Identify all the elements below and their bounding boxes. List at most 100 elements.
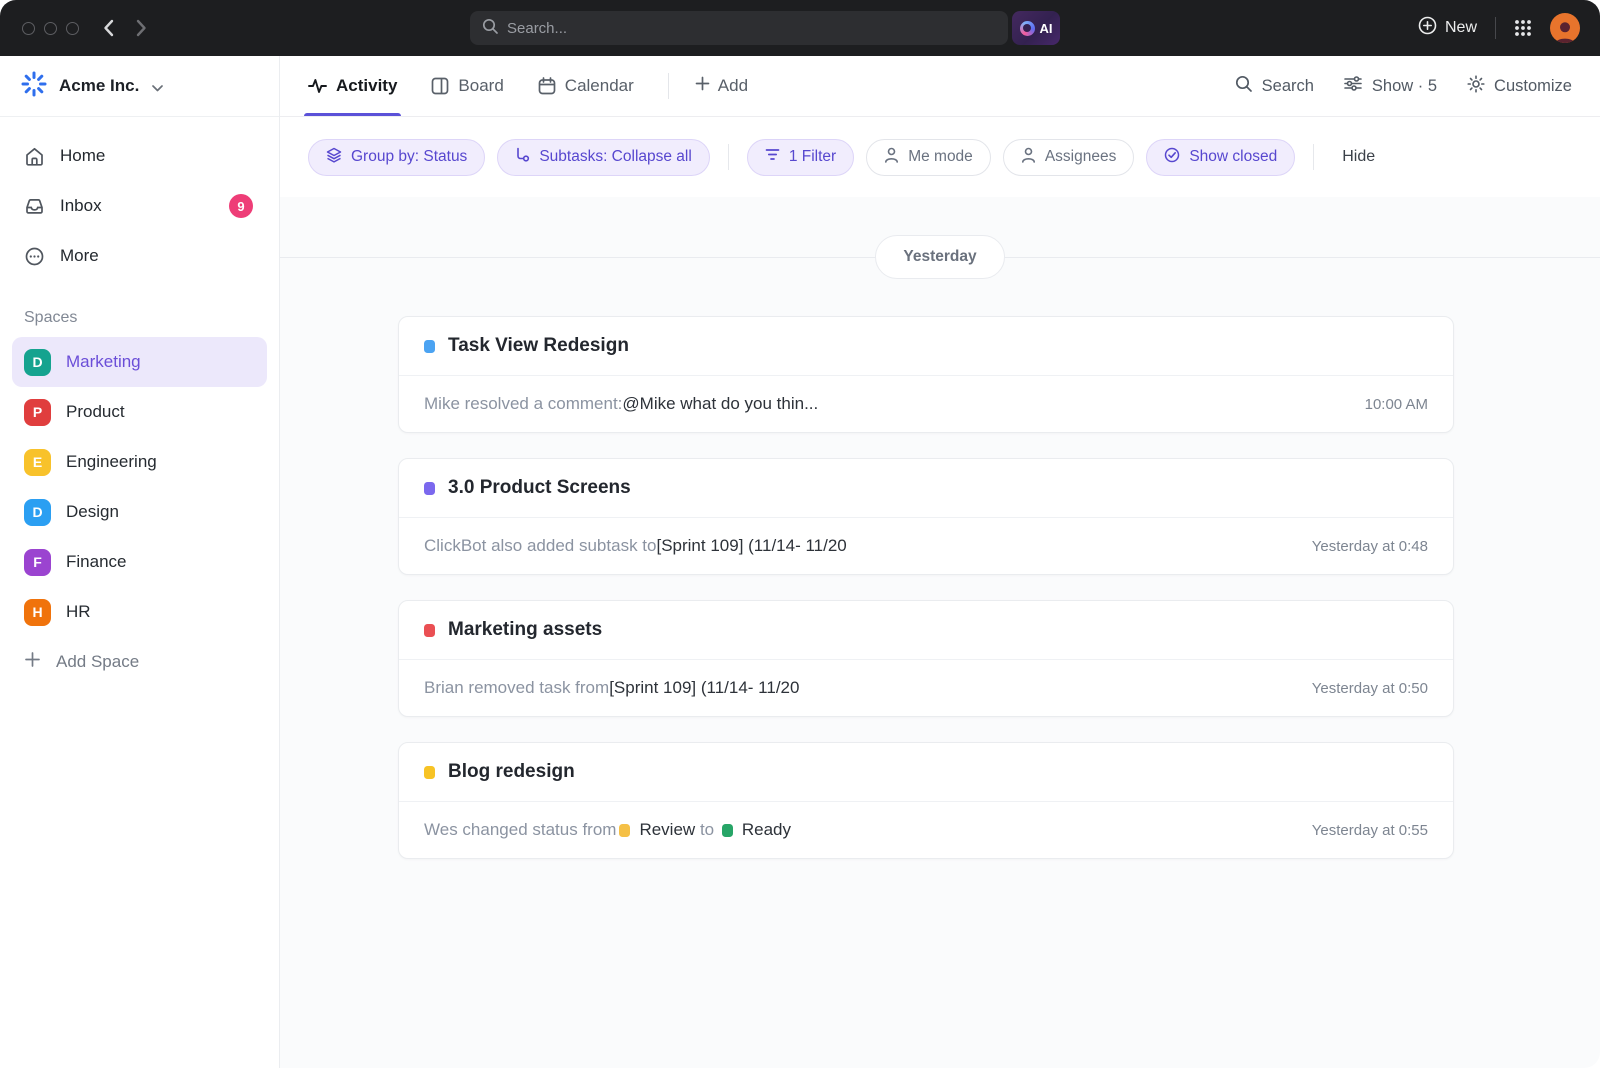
plus-icon bbox=[24, 651, 41, 673]
inbox-unread-badge: 9 bbox=[229, 194, 253, 218]
task-status-marker bbox=[424, 623, 435, 637]
user-avatar[interactable] bbox=[1550, 13, 1580, 43]
add-space-button[interactable]: Add Space bbox=[12, 637, 267, 687]
activity-joiner-text: to bbox=[699, 820, 715, 839]
sidebar-space-marketing[interactable]: D Marketing bbox=[12, 337, 267, 387]
subtasks-pill[interactable]: Subtasks: Collapse all bbox=[497, 138, 710, 176]
date-divider-row: Yesterday bbox=[280, 234, 1600, 280]
window-close-button[interactable] bbox=[22, 21, 35, 35]
tabs-divider bbox=[667, 73, 669, 99]
sidebar-item-home[interactable]: Home bbox=[12, 131, 267, 181]
new-button[interactable]: New bbox=[1418, 16, 1477, 40]
activity-card[interactable]: 3.0 Product Screens ClickBot also added … bbox=[398, 458, 1454, 575]
tab-label: Board bbox=[458, 76, 504, 95]
show-settings-button[interactable]: Show · 5 bbox=[1344, 75, 1437, 97]
space-avatar: D bbox=[24, 498, 51, 526]
forward-icon[interactable] bbox=[136, 19, 147, 37]
me-mode-pill[interactable]: Me mode bbox=[866, 138, 991, 176]
space-label: Product bbox=[66, 402, 125, 421]
task-title[interactable]: Blog redesign bbox=[448, 761, 575, 782]
tab-label: Activity bbox=[336, 76, 398, 95]
space-label: Design bbox=[66, 502, 119, 521]
assignees-pill[interactable]: Assignees bbox=[1002, 138, 1135, 176]
workspace-name: Acme Inc. bbox=[59, 76, 140, 95]
sidebar-item-inbox[interactable]: Inbox 9 bbox=[12, 181, 267, 231]
spaces-section-label: Spaces bbox=[24, 309, 78, 326]
window-minimize-button[interactable] bbox=[44, 21, 57, 35]
space-label: Marketing bbox=[66, 352, 141, 371]
subtask-icon bbox=[515, 147, 530, 168]
sidebar-item-label: Home bbox=[60, 146, 106, 165]
add-view-button[interactable]: Add bbox=[695, 76, 748, 96]
ai-ring-icon bbox=[1019, 20, 1035, 36]
plus-icon bbox=[695, 76, 710, 96]
sidebar-space-product[interactable]: P Product bbox=[12, 387, 267, 437]
space-avatar: E bbox=[24, 448, 51, 476]
activity-detail-text: [Sprint 109] (11/14- 11/20 bbox=[609, 678, 800, 697]
sidebar-space-hr[interactable]: H HR bbox=[12, 587, 267, 637]
tab-board[interactable]: Board bbox=[431, 56, 504, 116]
workspace-logo-icon bbox=[20, 70, 48, 103]
activity-pulse-icon bbox=[308, 78, 327, 94]
sidebar-space-design[interactable]: D Design bbox=[12, 487, 267, 537]
window-controls[interactable] bbox=[22, 21, 79, 35]
sidebar-item-more[interactable]: More bbox=[12, 231, 267, 281]
assignees-label: Assignees bbox=[1044, 148, 1117, 165]
customize-label: Customize bbox=[1494, 76, 1572, 95]
filter-count-pill[interactable]: 1 Filter bbox=[746, 138, 855, 176]
task-status-marker bbox=[424, 481, 435, 495]
back-icon[interactable] bbox=[103, 19, 114, 37]
filter-icon bbox=[765, 148, 780, 166]
tab-calendar[interactable]: Calendar bbox=[538, 56, 634, 116]
activity-card[interactable]: Blog redesign Wes changed status from Re… bbox=[398, 742, 1454, 859]
show-closed-pill[interactable]: Show closed bbox=[1146, 138, 1296, 176]
person-icon bbox=[1021, 147, 1036, 168]
ai-button[interactable]: AI bbox=[1012, 11, 1060, 45]
date-divider-pill: Yesterday bbox=[875, 235, 1005, 279]
activity-joiner-text bbox=[714, 820, 719, 840]
filterbar-divider bbox=[727, 144, 729, 170]
main-content: Activity Board Calendar Add bbox=[280, 56, 1600, 1068]
space-avatar: F bbox=[24, 548, 51, 576]
workspace-switcher[interactable]: Acme Inc. bbox=[0, 56, 279, 117]
group-by-label: Group by: Status bbox=[351, 148, 468, 165]
activity-actor-text: Wes changed status from bbox=[424, 820, 617, 839]
window-zoom-button[interactable] bbox=[66, 21, 79, 35]
activity-card[interactable]: Task View Redesign Mike resolved a comme… bbox=[398, 316, 1454, 433]
search-icon bbox=[1235, 75, 1253, 98]
group-by-pill[interactable]: Group by: Status bbox=[308, 138, 486, 176]
plus-circle-icon bbox=[1418, 16, 1437, 40]
activity-timestamp: Yesterday at 0:48 bbox=[1311, 537, 1428, 555]
task-title[interactable]: 3.0 Product Screens bbox=[448, 477, 631, 498]
chevron-down-icon bbox=[152, 79, 164, 97]
space-label: HR bbox=[66, 602, 91, 621]
check-circle-icon bbox=[1164, 147, 1180, 168]
sidebar-space-engineering[interactable]: E Engineering bbox=[12, 437, 267, 487]
activity-actor-text: Mike resolved a comment: bbox=[424, 394, 623, 413]
sidebar-space-finance[interactable]: F Finance bbox=[12, 537, 267, 587]
layers-icon bbox=[326, 147, 342, 168]
tab-activity[interactable]: Activity bbox=[303, 56, 402, 116]
topbar-divider bbox=[1495, 17, 1496, 39]
person-icon bbox=[884, 147, 899, 168]
hide-button[interactable]: Hide bbox=[1342, 148, 1376, 165]
global-search-input[interactable]: Search... bbox=[470, 11, 1008, 45]
activity-detail-text: @Mike what do you thin... bbox=[622, 394, 819, 413]
view-search-button[interactable]: Search bbox=[1235, 75, 1314, 98]
task-title[interactable]: Task View Redesign bbox=[448, 335, 629, 356]
activity-card[interactable]: Marketing assets Brian removed task from… bbox=[398, 600, 1454, 717]
task-status-marker bbox=[424, 339, 435, 353]
apps-grid-icon[interactable] bbox=[1514, 19, 1532, 37]
topbar: Search... AI New bbox=[0, 0, 1600, 56]
task-title[interactable]: Marketing assets bbox=[448, 619, 603, 640]
view-search-label: Search bbox=[1261, 76, 1314, 95]
tab-label: Calendar bbox=[564, 76, 634, 95]
ai-label: AI bbox=[1039, 20, 1053, 36]
sliders-icon bbox=[1344, 75, 1363, 97]
activity-detail-text: [Sprint 109] (11/14- 11/20 bbox=[656, 536, 847, 555]
new-label: New bbox=[1444, 19, 1477, 36]
customize-button[interactable]: Customize bbox=[1467, 74, 1572, 98]
view-tabs-bar: Activity Board Calendar Add bbox=[280, 56, 1600, 117]
activity-timestamp: 10:00 AM bbox=[1364, 395, 1428, 413]
status-from-label: Review bbox=[639, 820, 696, 839]
